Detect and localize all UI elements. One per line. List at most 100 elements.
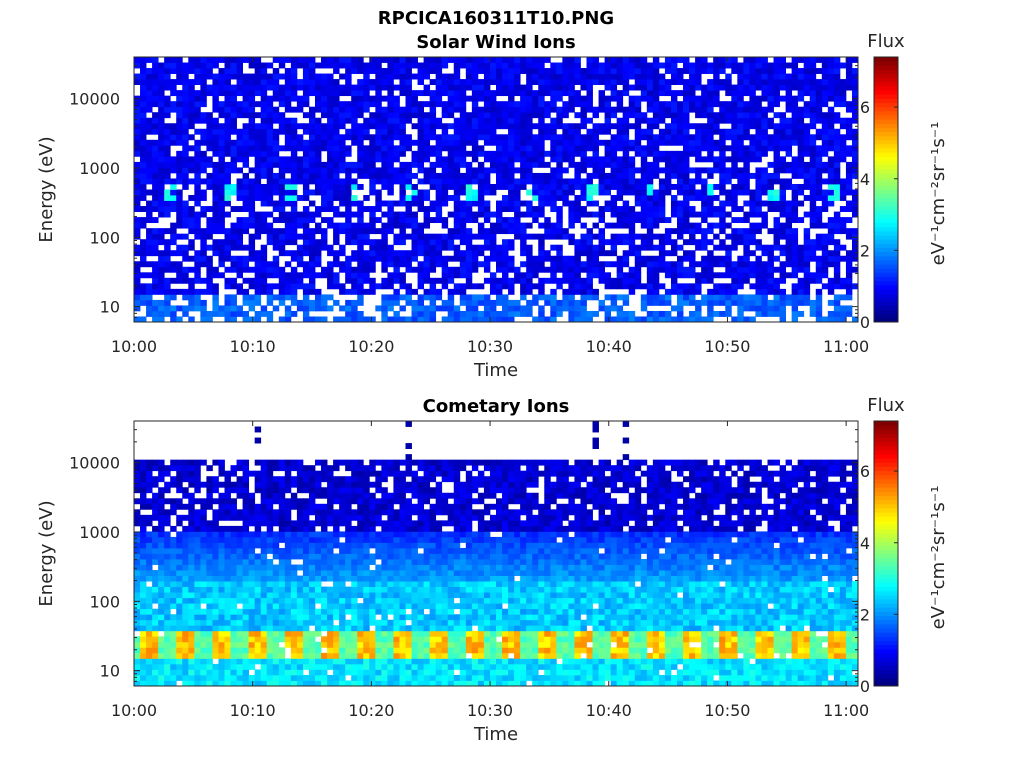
heatmap-cell — [152, 674, 159, 681]
heatmap-cell — [683, 150, 690, 157]
heatmap-cell — [646, 316, 654, 323]
heatmap-cell — [743, 239, 750, 246]
heatmap-cell — [725, 156, 732, 163]
heatmap-cell — [713, 195, 720, 201]
heatmap-cell — [821, 239, 829, 246]
heatmap-cell — [315, 680, 322, 687]
heatmap-cell — [604, 62, 612, 69]
heatmap-cell — [550, 244, 557, 251]
heatmap-cell — [140, 239, 147, 246]
heatmap-cell — [664, 228, 672, 235]
heatmap-cell — [158, 156, 165, 163]
heatmap-cell — [556, 79, 563, 85]
heatmap-cell — [845, 255, 853, 262]
heatmap-cell — [628, 288, 636, 295]
heatmap-cell — [333, 84, 340, 91]
heatmap-cell — [296, 299, 304, 306]
heatmap-cell — [441, 101, 449, 108]
heatmap-cell — [809, 112, 817, 119]
heatmap-cell — [465, 294, 473, 301]
heatmap-cell — [327, 101, 334, 108]
heatmap-cell — [532, 189, 539, 196]
heatmap-cell — [761, 305, 768, 312]
heatmap-cell — [140, 222, 147, 229]
heatmap-cell — [664, 266, 672, 273]
heatmap-cell — [815, 68, 823, 74]
heatmap-cell — [520, 239, 527, 246]
heatmap-cell — [134, 305, 141, 312]
heatmap-cell — [616, 101, 624, 108]
heatmap-cell — [158, 277, 165, 284]
heatmap-cell — [713, 255, 720, 262]
heatmap-cell — [719, 261, 726, 268]
heatmap-cell — [622, 217, 630, 224]
heatmap-cell — [321, 128, 328, 135]
heatmap-cell — [321, 294, 328, 301]
heatmap-cell — [622, 84, 630, 91]
heatmap-cell — [737, 106, 744, 113]
heatmap-cell — [737, 233, 744, 240]
heatmap-cell — [538, 277, 545, 284]
heatmap-cell — [598, 95, 605, 102]
heatmap-cell — [809, 239, 817, 246]
heatmap-cell — [707, 200, 714, 207]
heatmap-cell — [683, 239, 690, 246]
heatmap-cell — [260, 112, 268, 119]
heatmap-cell — [610, 156, 618, 163]
heatmap-cell — [327, 167, 334, 174]
heatmap-cell — [423, 90, 431, 97]
heatmap-cell — [496, 310, 503, 317]
heatmap-cell — [471, 200, 479, 207]
heatmap-cell — [152, 195, 159, 201]
heatmap-cell — [152, 150, 159, 157]
heatmap-cell — [465, 195, 473, 201]
heatmap-cell — [713, 211, 720, 218]
heatmap-cell — [176, 161, 183, 168]
heatmap-cell — [435, 84, 443, 91]
heatmap-cell — [628, 145, 636, 152]
heatmap-cell — [435, 211, 443, 218]
heatmap-cell — [134, 195, 141, 201]
heatmap-cell — [616, 167, 624, 174]
heatmap-cell — [779, 200, 786, 207]
heatmap-cell — [471, 674, 479, 681]
heatmap-cell — [260, 68, 268, 74]
heatmap-cell — [785, 145, 793, 152]
heatmap-cell — [260, 84, 268, 91]
heatmap-cell — [254, 62, 262, 69]
heatmap-cell — [399, 250, 406, 257]
heatmap-cell — [683, 183, 690, 190]
heatmap-cell — [152, 161, 159, 168]
heatmap-cell — [471, 156, 479, 163]
heatmap-cell — [670, 79, 678, 85]
heatmap-cell — [308, 161, 316, 168]
heatmap-cell — [483, 73, 491, 80]
heatmap-cell — [212, 211, 219, 218]
heatmap-cell — [387, 128, 394, 135]
heatmap-cell — [236, 310, 243, 317]
heatmap-cell — [333, 233, 340, 240]
heatmap-cell — [321, 178, 328, 185]
colorbar-swatch — [874, 235, 898, 240]
heatmap-cell — [707, 183, 714, 190]
heatmap-cell — [471, 255, 479, 262]
heatmap-cell — [731, 84, 738, 91]
heatmap-cell — [206, 272, 213, 279]
heatmap-cell — [230, 95, 237, 102]
heatmap-cell — [200, 62, 207, 69]
heatmap-cell — [200, 316, 207, 323]
heatmap-cell — [598, 139, 605, 146]
heatmap-cell — [568, 57, 575, 63]
heatmap-cell — [321, 228, 328, 235]
heatmap-cell — [586, 195, 593, 201]
heatmap-cell — [315, 228, 322, 235]
heatmap-cell — [164, 73, 171, 80]
heatmap-cell — [236, 233, 243, 240]
heatmap-cell — [677, 167, 684, 174]
heatmap-cell — [357, 150, 364, 157]
heatmap-cell — [212, 206, 219, 212]
heatmap-cell — [327, 84, 334, 91]
heatmap-cell — [737, 68, 744, 74]
heatmap-cell — [701, 266, 708, 273]
heatmap-cell — [230, 62, 237, 69]
